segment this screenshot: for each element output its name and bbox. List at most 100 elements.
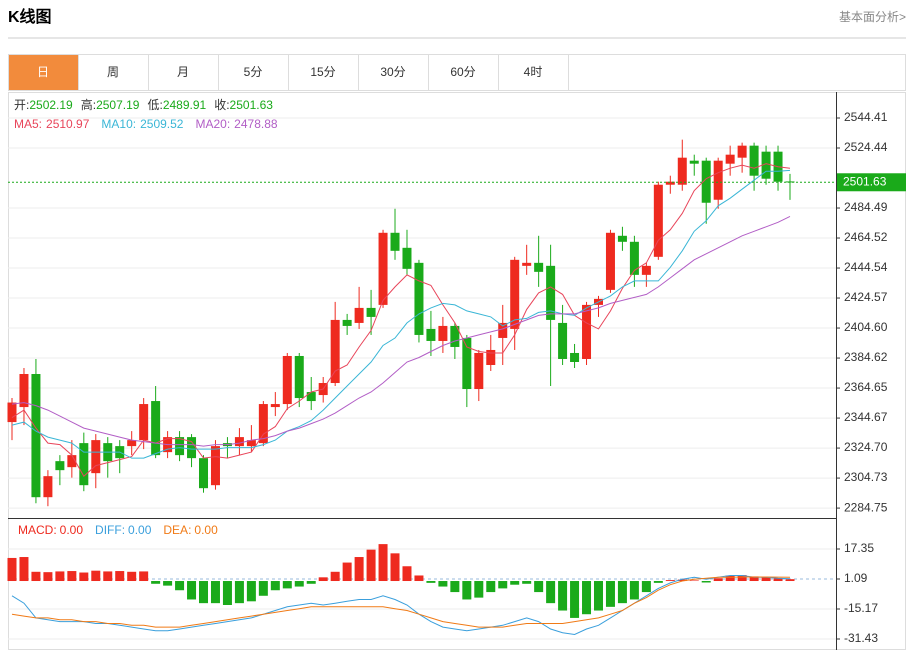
tab-label[interactable]: 月 [177,65,189,79]
tab[interactable] [428,54,499,91]
y-tick-label: 2304.73 [844,470,888,484]
tab-label[interactable]: 4时 [524,65,543,79]
info-label: 低: [147,98,162,112]
legend-label: MA5: [14,117,42,131]
candle-body [510,259,520,329]
macd-bar [390,553,400,582]
macd-bar [79,572,89,582]
candle-body [151,401,161,456]
candle-body [689,160,699,164]
legend-value: 2510.97 [46,117,90,131]
candle-body [55,461,65,471]
macd-bar [270,581,280,591]
macd-bar [737,575,747,582]
candle-body [31,374,41,498]
y-tick-label: 2384.62 [844,350,888,364]
legend-label: DIFF: [95,523,125,537]
tab-label[interactable]: 日 [37,65,49,79]
series-line [11,215,791,447]
candle-body [558,322,568,359]
y-tick-label: 2324.70 [844,440,888,454]
candle-body [67,455,77,468]
macd-bar [773,578,783,582]
legend-label: MA10: [101,117,136,131]
candle-body [91,440,101,474]
candle-body [390,232,400,251]
macd-bar [510,581,520,585]
tab-label[interactable]: 15分 [310,65,335,79]
candle-body [438,325,448,341]
tab-label[interactable]: 5分 [244,65,263,79]
macd-bar [713,578,723,582]
link[interactable]: 基本面分析> [839,10,906,24]
macd-bar [677,579,687,582]
macd-bar [151,581,161,584]
macd-bar [67,571,77,582]
candle-body [450,325,460,347]
page-title: K线图 [8,7,52,26]
macd-bar [402,566,412,582]
macd-bar [582,581,592,615]
y-tick-label: 2544.41 [844,110,888,124]
y-tick-label: 2424.57 [844,290,888,304]
tab[interactable] [288,54,359,91]
candle-body [258,404,268,444]
macd-bar [617,581,627,604]
macd-bar [462,581,472,600]
macd-bar [342,562,352,582]
candle-body [139,404,149,441]
candle-body [725,154,735,164]
y-tick-label: 2404.60 [844,320,888,334]
candle-body [43,476,53,498]
y-tick-label: 1.09 [844,571,868,585]
macd-bar [785,579,795,582]
macd-bar [522,581,532,584]
candle-body [79,443,89,486]
candle-body [486,349,496,365]
macd-bar [761,577,771,582]
macd-bar [55,571,65,582]
candle-body [414,262,424,335]
candle-body [306,392,316,402]
macd-bar [306,581,316,584]
macd-bar [641,581,651,593]
macd-bar [31,571,41,582]
tab-label[interactable]: 30分 [380,65,405,79]
tab-label[interactable]: 周 [107,65,119,79]
macd-bar [282,581,292,589]
candle-body [629,241,639,275]
tab[interactable] [148,54,219,91]
info-label: 收: [214,98,229,112]
candle-body [749,145,759,176]
macd-bar [91,570,101,582]
candle-body [234,437,244,447]
chart-frame [8,92,906,650]
tab[interactable] [78,54,149,91]
candle-body [737,145,747,158]
y-tick-label: 2344.67 [844,410,888,424]
macd-bar [258,581,268,596]
y-tick-label: 2524.44 [844,140,888,154]
tab[interactable] [218,54,289,91]
candle-body [246,440,256,447]
info-value: 2489.91 [163,98,207,112]
info-value: 2501.63 [230,98,274,112]
tab-label[interactable]: 60分 [450,65,475,79]
tab[interactable] [498,54,569,91]
info-label: 开: [14,98,29,112]
tab[interactable] [8,54,79,91]
y-tick-label: 2284.75 [844,500,888,514]
macd-bar [199,581,209,604]
candle-body [402,247,412,269]
macd-bar [534,581,544,593]
legend-value: 2509.52 [140,117,184,131]
candle-body [605,232,615,290]
candle-body [665,181,675,185]
macd-bar [414,575,424,582]
macd-bar [749,576,759,582]
macd-bar [7,557,17,582]
candle-body [617,235,627,242]
candle-body [199,458,209,489]
candle-body [7,402,17,423]
legend-value: 0.00 [128,523,152,537]
